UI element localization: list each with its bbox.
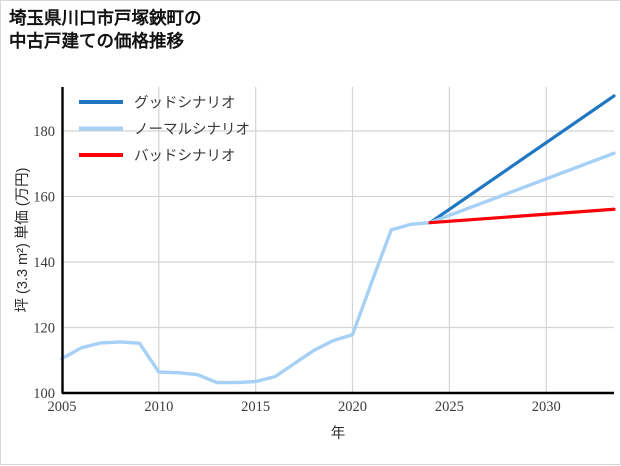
y-axis-tick-labels: 100 120 140 160 180 [33, 124, 55, 402]
data-series-group [60, 94, 616, 385]
x-axis-title: 年 [331, 425, 346, 442]
x-tick-label-2020: 2020 [338, 399, 367, 415]
x-gridlines [158, 87, 547, 393]
legend-item-2: バッドシナリオ [79, 149, 236, 165]
y-axis-title: 坪 (3.3 m²) 単価 (万円) [14, 168, 31, 313]
plot-background [62, 87, 614, 393]
x-tick-label-2015: 2015 [241, 399, 270, 415]
legend-item-1: ノーマルシナリオ [79, 122, 250, 138]
series-line-bad [428, 207, 616, 225]
y-tick-label-180: 180 [33, 124, 55, 140]
page-title-line-2: 中古戸建ての価格推移 [9, 31, 184, 52]
page-title: 埼玉県川口市戸塚鋏町の 中古戸建ての価格推移 [9, 7, 429, 54]
legend-item-0: グッドシナリオ [79, 95, 236, 112]
x-tick-label-2030: 2030 [532, 399, 561, 415]
y-tick-label-160: 160 [33, 190, 55, 206]
x-tick-label-2005: 2005 [48, 399, 77, 415]
legend-label-1: ノーマルシナリオ [134, 122, 250, 138]
series-line-good [428, 94, 616, 225]
legend-label-2: バッドシナリオ [134, 149, 236, 165]
x-axis-tick-labels: 2005 2010 2015 2020 2025 2030 [48, 399, 561, 415]
y-tick-label-120: 120 [33, 321, 55, 337]
legend-label-0: グッドシナリオ [134, 95, 236, 112]
x-tick-label-2025: 2025 [435, 399, 464, 415]
x-tick-label-2010: 2010 [144, 399, 173, 415]
y-tick-label-140: 140 [33, 255, 55, 271]
series-line-normal [60, 151, 616, 385]
y-tick-label-100: 100 [33, 386, 55, 402]
page-title-line-1: 埼玉県川口市戸塚鋏町の [9, 8, 202, 28]
